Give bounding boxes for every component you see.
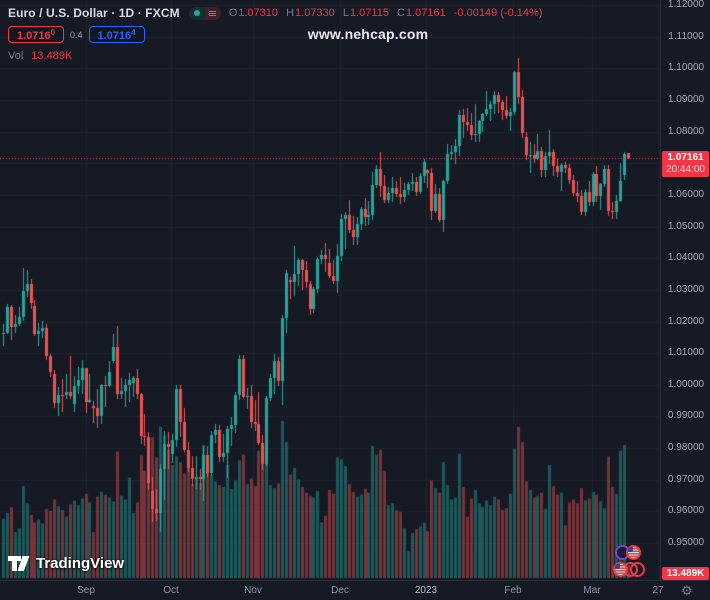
price-axis-label: 1.01000	[667, 347, 705, 359]
price-axis-label: 0.99000	[667, 410, 705, 422]
price-axis-label: 1.09000	[667, 93, 705, 105]
price-axis-label: 0.97000	[667, 473, 705, 485]
change-value: -0.00149 (-0.14%)	[453, 7, 543, 19]
price-axis-label: 1.10000	[667, 62, 705, 74]
time-axis[interactable]: ⚙ Sep Oct Nov Dec 2023 Feb Mar 27	[0, 580, 710, 600]
buy-ask-button[interactable]: 1.07164	[88, 26, 145, 43]
chart-legend: Euro / U.S. Dollar · 1D · FXCM O1.07310 …	[8, 5, 543, 62]
time-axis-label: Dec	[331, 585, 349, 596]
time-axis-label: Sep	[77, 585, 95, 596]
legend-visibility-toggle[interactable]	[188, 6, 221, 20]
bar-countdown: 20:44:00	[666, 164, 705, 176]
price-axis-label: 1.12000	[667, 0, 705, 10]
price-axis-label: 1.04000	[667, 252, 705, 264]
sell-bid-button[interactable]: 1.07160	[8, 26, 64, 43]
watermark-text: www.nehcap.com	[307, 26, 429, 42]
price-axis-label: 1.06000	[667, 188, 705, 200]
price-axis-label: 0.95000	[667, 537, 705, 549]
price-axis-label: 0.96000	[667, 505, 705, 517]
time-axis-label: Feb	[504, 585, 522, 596]
price-axis-label: 0.98000	[667, 442, 705, 454]
price-axis[interactable]: 1.07161 20:44:00 13.489K 1.12000 1.11000 1…	[660, 0, 710, 580]
tradingview-logo-text: TradingView	[36, 555, 125, 572]
price-axis-label: 1.11000	[668, 30, 704, 42]
last-price-badge: 1.07161 20:44:00	[662, 151, 709, 178]
low-value: 1.07115	[349, 7, 389, 19]
price-chart-canvas[interactable]	[0, 0, 660, 580]
close-value: 1.07161	[405, 7, 446, 19]
symbol-title[interactable]: Euro / U.S. Dollar · 1D · FXCM	[8, 6, 180, 20]
ohlc-readout: O1.07310 H1.07330 L1.07115 C1.07161 -0.0…	[228, 7, 543, 19]
legend-menu-icon[interactable]	[204, 6, 221, 20]
spread-value: 0.4	[70, 29, 83, 40]
time-axis-label: 27	[652, 585, 664, 596]
eye-toggle-icon[interactable]	[188, 6, 205, 20]
time-axis-label: Mar	[583, 585, 601, 596]
price-axis-label: 1.03000	[667, 283, 705, 295]
volume-value: 13.489K	[31, 50, 73, 62]
price-axis-label: 1.00000	[667, 378, 705, 390]
last-price-value: 1.07161	[667, 152, 704, 164]
open-value: 1.07310	[238, 7, 279, 19]
volume-readout: Vol 13.489K	[8, 50, 543, 62]
time-axis-label: 2023	[414, 585, 438, 596]
tradingview-logo-icon	[8, 556, 30, 571]
volume-badge: 13.489K	[662, 567, 709, 580]
price-axis-label: 1.02000	[667, 315, 705, 327]
settings-gear-icon[interactable]: ⚙	[681, 583, 693, 598]
tradingview-logo[interactable]: TradingView	[8, 555, 124, 572]
volume-label: Vol	[8, 50, 24, 62]
price-axis-label: 1.08000	[667, 125, 705, 137]
price-axis-label: 1.05000	[667, 220, 705, 232]
high-value: 1.07330	[295, 7, 335, 19]
time-axis-label: Oct	[163, 585, 179, 596]
time-axis-label: Nov	[244, 585, 262, 596]
